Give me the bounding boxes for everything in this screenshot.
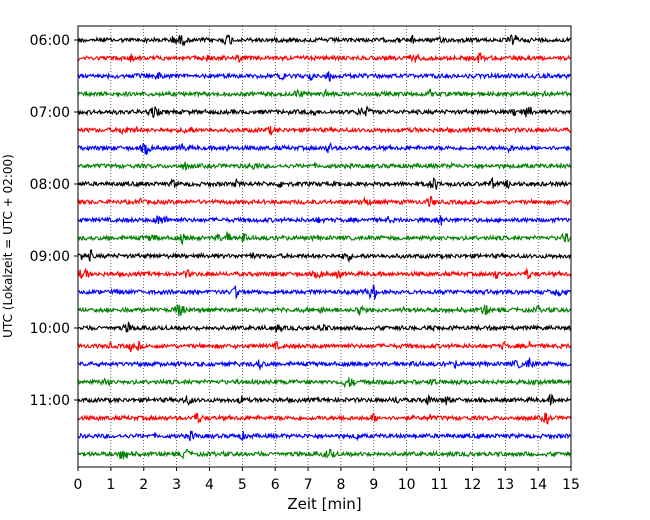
trace-line bbox=[77, 321, 572, 333]
trace-line bbox=[77, 71, 572, 83]
x-axis-label: Zeit [min] bbox=[287, 495, 361, 513]
trace-line bbox=[77, 249, 572, 263]
trace-line bbox=[77, 88, 572, 99]
trace-line bbox=[77, 340, 572, 353]
trace-line bbox=[77, 231, 572, 246]
trace-line bbox=[77, 430, 572, 442]
trace-line bbox=[77, 284, 572, 301]
x-tick-label: 9 bbox=[369, 477, 378, 493]
trace-line bbox=[77, 51, 572, 64]
x-tick-label: 11 bbox=[431, 477, 449, 493]
x-tick-label: 5 bbox=[238, 477, 247, 493]
x-tick-label: 13 bbox=[496, 477, 514, 493]
y-tick-label: 08:00 bbox=[30, 177, 70, 193]
y-tick-label: 07:00 bbox=[30, 105, 70, 121]
trace-line bbox=[77, 357, 572, 371]
x-tick-label: 10 bbox=[398, 477, 416, 493]
trace-line bbox=[77, 33, 571, 47]
seismic-traces bbox=[77, 33, 572, 460]
y-axis-ticks: 06:00 07:00 08:00 09:00 10:00 11:00 bbox=[30, 33, 78, 409]
x-tick-label: 6 bbox=[271, 477, 280, 493]
x-tick-label: 12 bbox=[463, 477, 481, 493]
x-tick-label: 4 bbox=[205, 477, 214, 493]
x-tick-label: 14 bbox=[529, 477, 547, 493]
trace-line bbox=[77, 215, 572, 226]
y-tick-label: 11:00 bbox=[30, 393, 70, 409]
trace-line bbox=[77, 161, 572, 171]
x-axis-ticks: 0 1 2 3 4 5 6 7 8 9 10 11 12 13 14 15 bbox=[74, 467, 580, 493]
trace-line bbox=[77, 377, 572, 389]
y-tick-label: 06:00 bbox=[30, 33, 70, 49]
trace-line bbox=[77, 125, 572, 136]
trace-line bbox=[77, 412, 572, 425]
x-tick-label: 0 bbox=[74, 477, 83, 493]
trace-line bbox=[77, 176, 572, 190]
trace-line bbox=[77, 195, 571, 208]
x-tick-label: 2 bbox=[139, 477, 148, 493]
y-axis-label: UTC (Lokalzeit = UTC + 02:00) bbox=[1, 154, 15, 338]
x-tick-label: 3 bbox=[172, 477, 181, 493]
x-tick-label: 7 bbox=[304, 477, 313, 493]
x-tick-label: 8 bbox=[336, 477, 345, 493]
x-tick-label: 1 bbox=[106, 477, 115, 493]
y-tick-label: 09:00 bbox=[30, 249, 70, 265]
x-tick-label: 15 bbox=[562, 477, 580, 493]
trace-line bbox=[77, 142, 572, 155]
trace-line bbox=[77, 267, 572, 280]
trace-line bbox=[77, 105, 572, 119]
trace-line bbox=[77, 393, 572, 406]
trace-line bbox=[77, 448, 572, 460]
plot-frame bbox=[77, 25, 572, 468]
y-tick-label: 10:00 bbox=[30, 321, 70, 337]
trace-line bbox=[77, 304, 572, 317]
